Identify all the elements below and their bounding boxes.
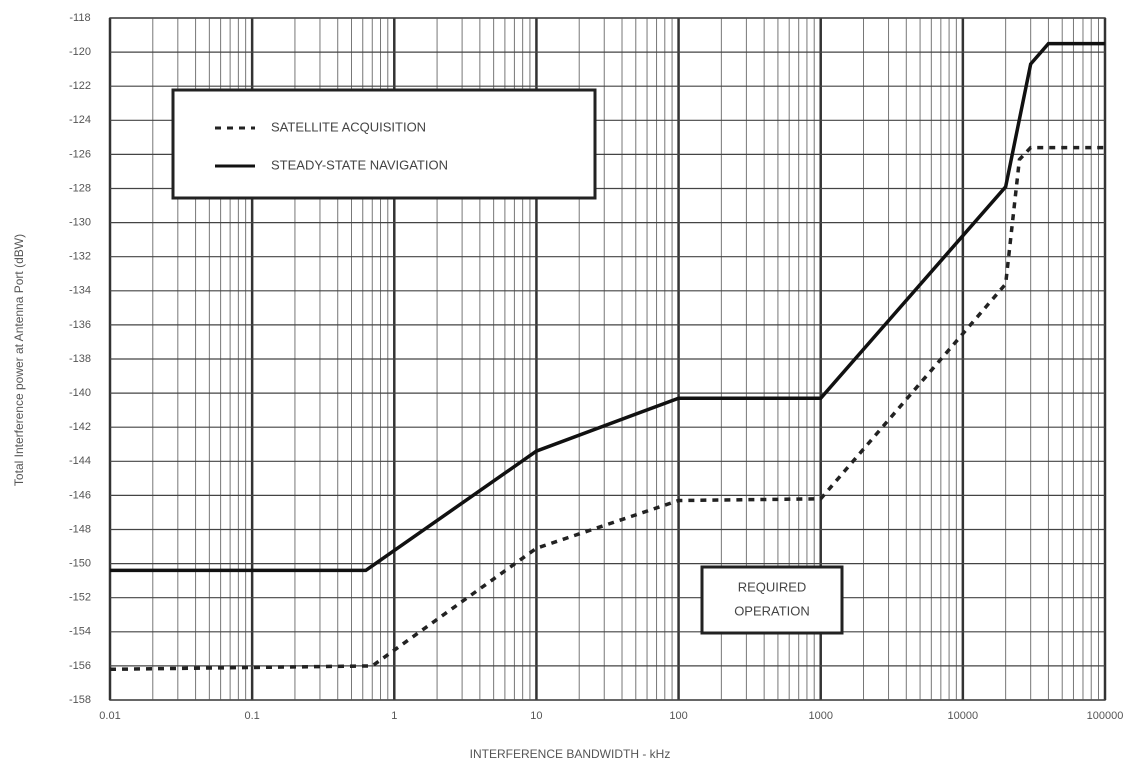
y-tick-label: -118 xyxy=(69,12,90,24)
x-tick-label: 100000 xyxy=(1087,710,1124,722)
x-axis-label: INTERFERENCE BANDWIDTH - kHz xyxy=(470,747,671,761)
y-tick-label: -122 xyxy=(69,80,91,92)
y-tick-label: -154 xyxy=(69,626,91,638)
y-tick-label: -128 xyxy=(69,182,91,194)
x-tick-label: 1 xyxy=(391,710,397,722)
legend-box xyxy=(171,88,597,200)
y-axis-label: Total Interference power at Antenna Port… xyxy=(12,234,26,486)
x-tick-label: 100 xyxy=(669,710,687,722)
y-tick-label: -156 xyxy=(69,660,91,672)
annotation-text: OPERATION xyxy=(734,603,810,618)
x-tick-label: 1000 xyxy=(808,710,832,722)
series-line xyxy=(110,41,1105,573)
annotation-text: REQUIRED xyxy=(738,579,807,594)
y-tick-label: -124 xyxy=(69,114,91,126)
legend-label: STEADY-STATE NAVIGATION xyxy=(271,157,448,172)
y-tick-label: -138 xyxy=(69,353,91,365)
x-tick-label: 10 xyxy=(530,710,542,722)
y-tick-label: -148 xyxy=(69,523,91,535)
y-tick-label: -146 xyxy=(69,489,91,501)
y-tick-label: -142 xyxy=(69,421,91,433)
y-tick-label: -130 xyxy=(69,217,91,229)
y-tick-label: -150 xyxy=(69,558,91,570)
x-tick-label: 0.1 xyxy=(244,710,259,722)
y-tick-label: -136 xyxy=(69,319,91,331)
annotation-box xyxy=(700,565,844,635)
x-tick-label: 10000 xyxy=(948,710,979,722)
legend-label: SATELLITE ACQUISITION xyxy=(271,119,426,134)
x-tick-label: 0.01 xyxy=(99,710,120,722)
y-tick-label: -158 xyxy=(69,694,91,706)
y-tick-label: -134 xyxy=(69,285,91,297)
y-tick-label: -152 xyxy=(69,592,91,604)
y-tick-label: -126 xyxy=(69,148,91,160)
y-tick-label: -144 xyxy=(69,455,91,467)
y-tick-label: -120 xyxy=(69,46,91,58)
y-tick-label: -140 xyxy=(69,387,91,399)
y-tick-label: -132 xyxy=(69,251,91,263)
series-line xyxy=(109,145,1105,672)
